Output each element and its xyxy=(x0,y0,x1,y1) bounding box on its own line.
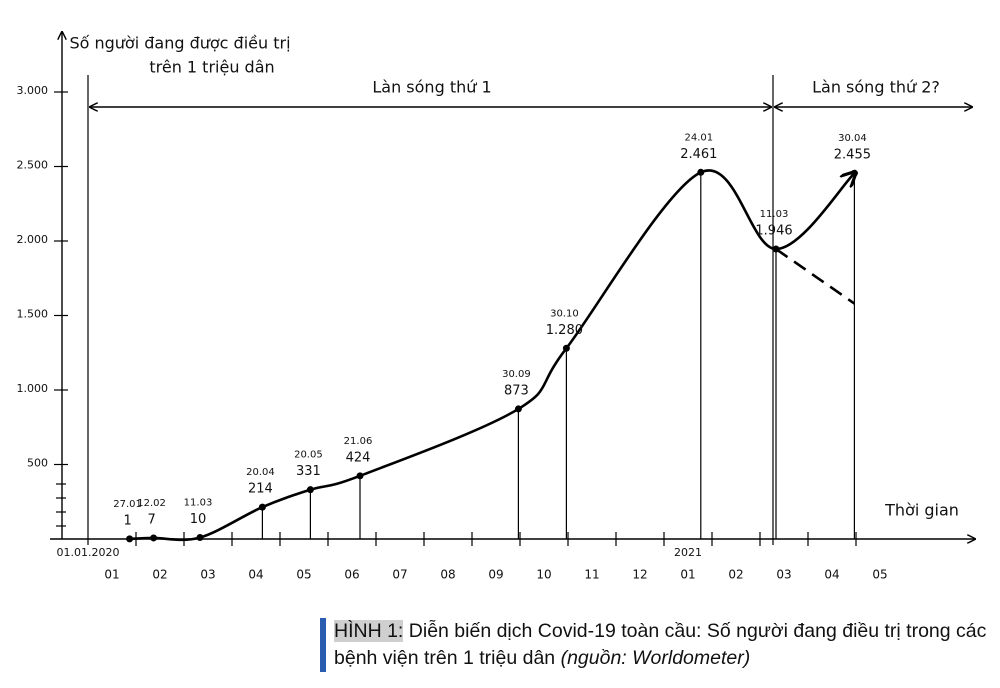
wave-label: Làn sóng thứ 1 xyxy=(372,78,491,97)
value-label: 1.280 xyxy=(546,323,583,338)
value-label: 214 xyxy=(248,482,273,497)
x-label: Thời gian xyxy=(884,501,959,520)
y-label: trên 1 triệu dân xyxy=(149,58,274,77)
date-label: 11.03 xyxy=(184,498,213,509)
date-label: 30.10 xyxy=(550,308,579,319)
value-label: 331 xyxy=(296,464,321,479)
x-tick-label: 02 xyxy=(728,568,743,582)
y-tick-label: 3.000 xyxy=(17,84,49,97)
value-label: 2.461 xyxy=(680,147,717,162)
caption-source: (nguồn: Worldometer) xyxy=(560,647,751,669)
point xyxy=(514,405,522,413)
value-label: 10 xyxy=(190,512,207,527)
y-tick-label: 1.000 xyxy=(17,382,49,395)
year-label: 2021 xyxy=(674,546,702,559)
x-tick-label: 10 xyxy=(536,568,551,582)
value-label: 1.946 xyxy=(755,224,792,239)
point xyxy=(562,344,570,352)
y-tick-label: 500 xyxy=(27,457,48,470)
x-tick-label: 04 xyxy=(248,568,263,582)
value-label: 7 xyxy=(147,512,155,527)
x-tick-label: 06 xyxy=(344,568,359,582)
value-label: 2.455 xyxy=(834,148,871,163)
chart: Số người đang được điều trị trên 1 triệu… xyxy=(17,0,1000,582)
x-tick-label: 01 xyxy=(680,568,695,582)
caption-text: Diễn biến dịch Covid-19 toàn cầu: Số ngư… xyxy=(334,620,987,669)
date-label: 21.06 xyxy=(344,436,373,447)
date-label: 24.01 xyxy=(684,132,713,143)
y-tick-label: 2.500 xyxy=(17,159,49,172)
caption: HÌNH 1: Diễn biến dịch Covid-19 toàn cầu… xyxy=(320,618,999,672)
date-label: 20.04 xyxy=(246,467,275,478)
minor-ticks xyxy=(56,483,66,527)
point xyxy=(258,503,266,511)
date-label: 30.04 xyxy=(838,133,867,144)
value-label: 424 xyxy=(346,450,371,465)
x-tick-label: 05 xyxy=(296,568,311,582)
y-tick-label: 2.000 xyxy=(17,233,49,246)
point xyxy=(196,534,204,542)
point xyxy=(126,535,134,543)
projection-line xyxy=(775,247,856,305)
point xyxy=(150,534,158,542)
x-tick-label: 11 xyxy=(584,568,599,582)
wave-label: Làn sóng thứ 2? xyxy=(812,78,940,97)
caption-label: HÌNH 1: xyxy=(334,620,404,642)
date-label: 27.01 xyxy=(113,499,142,510)
point xyxy=(850,169,858,177)
date-label: 20.05 xyxy=(294,450,323,461)
y-label: Số người đang được điều trị xyxy=(69,34,290,53)
x-tick-label: 03 xyxy=(200,568,215,582)
x-tick-label: 05 xyxy=(872,568,887,582)
x-tick-label: 07 xyxy=(392,568,407,582)
point xyxy=(697,168,705,176)
value-label: 873 xyxy=(504,383,529,398)
value-label: 1 xyxy=(123,513,131,528)
x-tick-label: 04 xyxy=(824,568,839,582)
x-tick-label: 12 xyxy=(632,568,647,582)
line xyxy=(129,170,855,542)
date-label: 30.09 xyxy=(502,369,531,380)
x-tick-label: 02 xyxy=(152,568,167,582)
point xyxy=(772,245,780,253)
x-tick-label: 01 xyxy=(104,568,119,582)
y-tick-label: 1.500 xyxy=(17,308,49,321)
point xyxy=(356,472,364,480)
x-tick-label: 08 xyxy=(440,568,455,582)
year-label: 01.01.2020 xyxy=(57,546,120,559)
x-tick-label: 03 xyxy=(776,568,791,582)
point xyxy=(306,486,314,494)
date-label: 12.02 xyxy=(137,498,166,509)
x-tick-label: 09 xyxy=(488,568,503,582)
date-label: 11.03 xyxy=(760,209,789,220)
